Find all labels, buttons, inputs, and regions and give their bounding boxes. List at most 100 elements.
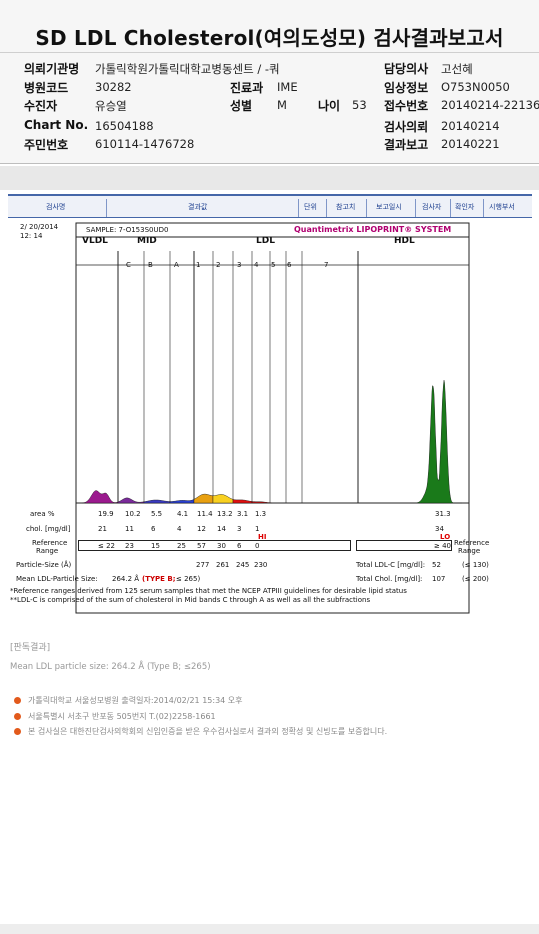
area-value: 11.4 (197, 510, 213, 518)
label-clinical-info: 임상정보 (384, 81, 429, 95)
ref-value: 15 (151, 542, 160, 550)
value-receipt-no: 20140214-22136 (441, 98, 539, 112)
row-label-area: area % (30, 510, 55, 518)
judgement-text: Mean LDL particle size: 264.2 Å (Type B;… (10, 662, 211, 672)
band-hdl: HDL (394, 236, 415, 246)
bullet-icon (14, 697, 21, 704)
total-ldl-label: Total LDL-C [mg/dl]: (356, 561, 426, 569)
note-address: 서울특별시 서초구 반포동 505번지 T.(02)2258-1661 (28, 712, 216, 721)
value-department: IME (277, 80, 298, 94)
sub-ldl-4: 4 (254, 261, 259, 269)
hdl-peak (410, 380, 462, 504)
label-hospital-code: 병원코드 (24, 81, 69, 95)
flag-lo: LO (440, 533, 451, 541)
chol-value: 12 (197, 525, 206, 533)
mid-b-region (143, 499, 171, 504)
value-institution: 가톨릭학원가톨릭대학교병동센트 / -쿼 (95, 62, 280, 76)
chart-frame (75, 222, 470, 614)
ldl-2-region (212, 494, 234, 504)
col-tester: 검사자 (422, 203, 442, 211)
area-value: 31.3 (435, 510, 451, 518)
particle-size-value: 277 (196, 561, 210, 569)
total-chol-label: Total Chol. [mg/dl]: (356, 575, 423, 583)
lipoprint-svg (75, 222, 470, 614)
ref-range-box-ldl (78, 540, 351, 551)
mid-a-region (169, 498, 195, 504)
label-resident-no: 주민번호 (24, 138, 69, 152)
mean-size-type: (TYPE B; (142, 575, 176, 583)
col-divider (450, 199, 451, 217)
sub-mid-a: A (174, 261, 179, 269)
footnote-1: *Reference ranges derived from 125 serum… (10, 587, 407, 595)
total-ldl-value: 52 (432, 561, 441, 569)
label-sex: 성별 (230, 99, 253, 113)
ldl-1-region (193, 493, 214, 504)
total-ldl-ref: (≤ 130) (462, 561, 489, 569)
col-report-time: 보고일시 (376, 203, 402, 211)
chol-value: 1 (255, 525, 260, 533)
result-table-header: 검사명 결과값 단위 참고치 보고일시 검사자 확인자 시행부서 (8, 194, 532, 218)
label-receipt-no: 접수번호 (384, 99, 429, 113)
sub-ldl-1: 1 (196, 261, 201, 269)
total-chol-value: 107 (432, 575, 446, 583)
col-divider (415, 199, 416, 217)
judgement-title: [판독결과] (10, 643, 51, 653)
area-value: 4.1 (177, 510, 189, 518)
lipoprint-logo: Quantimetrix LIPOPRINT® SYSTEM (294, 225, 452, 234)
col-divider (366, 199, 367, 217)
sub-ldl-7: 7 (324, 261, 329, 269)
value-doctor: 고선혜 (441, 62, 473, 76)
band-ldl: LDL (256, 236, 275, 246)
ref-value: ≤ 22 (98, 542, 115, 550)
col-confirmer: 확인자 (455, 203, 475, 211)
ref-label-right-1: Reference (454, 539, 490, 547)
ref-label-2: Range (36, 547, 59, 555)
value-request-date: 20140214 (441, 119, 500, 133)
label-department: 진료과 (230, 81, 264, 95)
value-hospital-code: 30282 (95, 80, 132, 94)
chol-value: 6 (151, 525, 156, 533)
report-time: 12: 14 (20, 232, 43, 240)
value-patient: 유승열 (95, 99, 127, 113)
chol-value: 3 (237, 525, 242, 533)
ref-value: 6 (237, 542, 242, 550)
page-bottom (0, 924, 539, 934)
value-chart-no: 16504188 (95, 119, 154, 133)
area-value: 10.2 (125, 510, 141, 518)
title-divider (0, 52, 539, 53)
vldl-peak (81, 490, 119, 504)
col-divider (106, 199, 107, 217)
ref-value: 25 (177, 542, 186, 550)
ref-value: 0 (255, 542, 260, 550)
sub-mid-b: B (148, 261, 153, 269)
note-certification: 본 검사실은 대한진단검사의학회의 신임인증을 받은 우수검사실로서 결과의 정… (28, 727, 388, 736)
particle-size-value: 230 (254, 561, 268, 569)
sub-ldl-2: 2 (216, 261, 221, 269)
area-value: 5.5 (151, 510, 163, 518)
report-date: 2/ 20/2014 (20, 223, 59, 231)
value-age: 53 (352, 98, 367, 112)
label-chart-no: Chart No. (24, 118, 89, 132)
col-unit: 단위 (304, 203, 317, 211)
sub-ldl-6: 6 (287, 261, 292, 269)
ref-value: 57 (197, 542, 206, 550)
note-hospital: 가톨릭대학교 서울성모병원 출력일자:2014/02/21 15:34 오후 (28, 696, 243, 705)
particle-size-value: 261 (216, 561, 230, 569)
mean-size-label: Mean LDL-Particle Size: (16, 575, 98, 583)
sub-ldl-3: 3 (237, 261, 242, 269)
value-clinical-info: O753N0050 (441, 80, 510, 94)
row-label-chol: chol. [mg/dl] (26, 525, 71, 533)
label-report-date: 결과보고 (384, 138, 429, 152)
sub-ldl-5: 5 (271, 261, 276, 269)
label-request-date: 검사의뢰 (384, 120, 429, 134)
mid-c-region (117, 497, 145, 504)
area-value: 13.2 (217, 510, 233, 518)
ref-value: 23 (125, 542, 134, 550)
particle-size-value: 245 (236, 561, 250, 569)
area-value: 1.3 (255, 510, 267, 518)
band-mid: MID (137, 236, 157, 246)
report-header (0, 0, 539, 164)
bullet-icon (14, 713, 21, 720)
chol-value: 34 (435, 525, 444, 533)
col-reference: 참고치 (336, 203, 356, 211)
